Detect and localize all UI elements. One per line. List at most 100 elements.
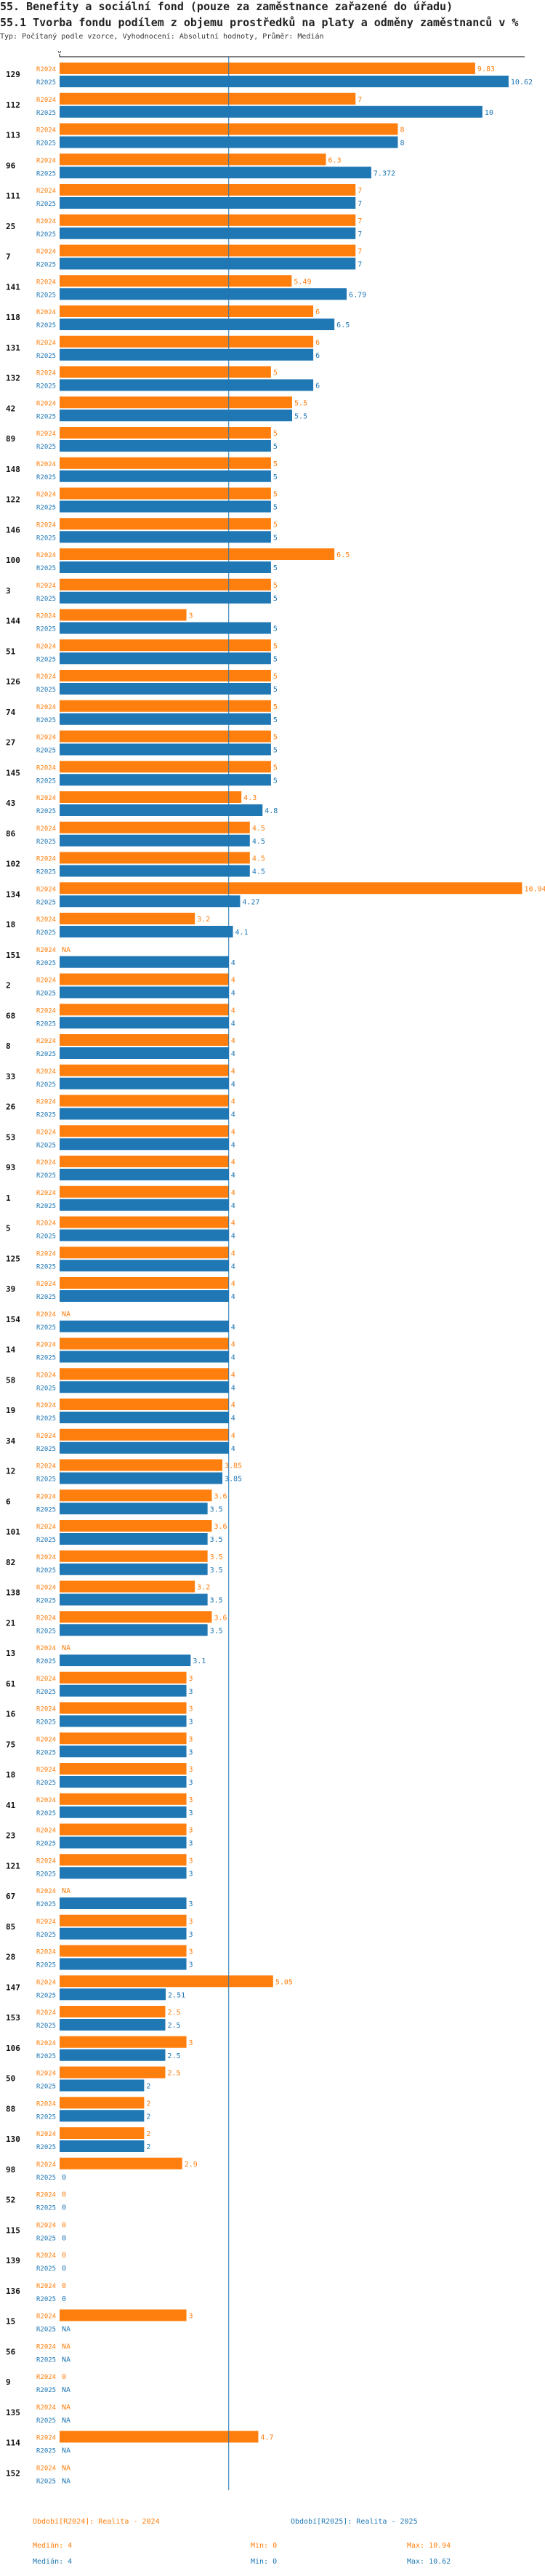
bar-r2025 [60, 1806, 187, 1818]
value-label-r2025: 3.5 [210, 1627, 223, 1635]
value-label-r2025: 4 [231, 1324, 235, 1332]
value-label-r2025: 5.5 [294, 412, 307, 420]
bar-r2025 [60, 319, 335, 330]
bar-r2025 [60, 1351, 229, 1363]
bar-r2024 [60, 1580, 195, 1593]
series-label-r2024: R2024 [36, 825, 56, 833]
series-label-r2025: R2025 [36, 839, 56, 846]
series-label-r2025: R2025 [36, 717, 56, 724]
category-label: 67 [6, 1892, 15, 1901]
value-label-r2024: 4 [231, 1098, 235, 1106]
value-label-r2025: 5 [273, 747, 278, 755]
bar-r2024 [60, 396, 292, 409]
series-label-r2024: R2024 [36, 1857, 56, 1865]
legend-r2024: Období[R2024]: Realita - 2024 [33, 2518, 160, 2526]
value-label-r2024: 5 [273, 521, 278, 529]
value-label-r2025: 4 [231, 1141, 235, 1149]
bar-r2025 [60, 1593, 208, 1606]
category-label: 25 [6, 222, 15, 231]
bar-r2025 [60, 895, 241, 908]
series-label-r2025: R2025 [36, 2235, 56, 2242]
series-label-r2025: R2025 [36, 1020, 56, 1028]
series-label-r2025: R2025 [36, 565, 56, 572]
value-label-r2025: 2.5 [167, 2052, 180, 2060]
series-label-r2024: R2024 [36, 1767, 56, 1774]
series-label-r2024: R2024 [36, 977, 56, 985]
series-label-r2024: R2024 [36, 1099, 56, 1106]
category-label: 43 [6, 799, 15, 808]
bar-r2025 [60, 288, 347, 300]
bar-r2024 [60, 1520, 212, 1532]
value-label-r2024: 4.5 [252, 855, 265, 863]
bar-r2024 [60, 670, 271, 681]
series-label-r2025: R2025 [36, 1871, 56, 1878]
bar-r2025 [60, 379, 314, 391]
series-label-r2024: R2024 [36, 1372, 56, 1379]
value-label-r2025: 6 [315, 352, 320, 360]
series-label-r2025: R2025 [36, 596, 56, 603]
bar-r2024 [60, 1793, 187, 1805]
bar-r2025 [60, 652, 271, 665]
value-label-r2025: 4 [231, 959, 235, 967]
value-label-r2024: 4 [231, 1128, 235, 1136]
series-label-r2024: R2024 [36, 2404, 56, 2412]
bar-r2024 [60, 1823, 187, 1836]
value-label-r2025: 5 [273, 504, 278, 512]
bar-r2025 [60, 834, 250, 847]
series-label-r2025: R2025 [36, 353, 56, 360]
bar-r2025 [60, 197, 356, 209]
bar-r2025 [60, 1715, 187, 1727]
series-label-r2024: R2024 [36, 916, 56, 924]
value-label-r2025: 2 [146, 2083, 150, 2091]
value-label-r2024: 3 [189, 1918, 193, 1926]
category-label: 152 [6, 2468, 20, 2478]
bar-r2024 [60, 1945, 187, 1957]
series-label-r2024: R2024 [36, 1585, 56, 1592]
bar-r2025 [60, 865, 250, 877]
series-label-r2024: R2024 [36, 492, 56, 499]
bar-r2025 [60, 1958, 187, 1970]
category-label: 118 [6, 313, 20, 322]
value-label-r2025: NA [62, 2477, 70, 2485]
series-label-r2025: R2025 [36, 1324, 56, 1332]
value-label-r2025: 3 [189, 1748, 193, 1756]
value-label-r2025: 5 [273, 564, 278, 572]
value-label-r2024: 4 [231, 1280, 235, 1288]
series-label-r2024: R2024 [36, 1524, 56, 1531]
value-label-r2024: 3 [189, 1675, 193, 1683]
category-label: 131 [6, 343, 20, 353]
value-label-r2024: NA [62, 1311, 70, 1319]
category-label: 42 [6, 404, 15, 413]
bar-r2024 [60, 457, 271, 469]
bar-r2025 [60, 409, 292, 422]
category-label: 129 [6, 70, 20, 79]
category-label: 122 [6, 495, 20, 505]
series-label-r2025: R2025 [36, 2175, 56, 2182]
series-label-r2024: R2024 [36, 947, 56, 954]
series-label-r2025: R2025 [36, 2296, 56, 2303]
bar-r2024 [60, 1247, 229, 1259]
bar-r2025 [60, 470, 271, 482]
category-label: 98 [6, 2165, 15, 2175]
series-label-r2024: R2024 [36, 1038, 56, 1045]
value-label-r2024: 3 [189, 612, 193, 620]
series-label-r2025: R2025 [36, 1689, 56, 1696]
series-label-r2024: R2024 [36, 1554, 56, 1561]
value-label-r2025: NA [62, 2447, 70, 2455]
value-label-r2025: 4 [231, 1293, 235, 1301]
bar-r2025 [60, 440, 271, 452]
category-label: 134 [6, 889, 20, 899]
value-label-r2025: 5 [273, 777, 278, 785]
series-label-r2025: R2025 [36, 474, 56, 481]
category-label: 5 [6, 1224, 11, 1233]
bar-r2024 [60, 1004, 229, 1016]
value-label-r2025: 10.62 [511, 79, 533, 87]
value-label-r2024: 0 [62, 2252, 66, 2260]
value-label-r2025: 4 [231, 1445, 235, 1453]
bar-r2025 [60, 1655, 191, 1666]
category-label: 101 [6, 1527, 20, 1537]
series-label-r2024: R2024 [36, 157, 56, 164]
value-label-r2025: 7 [358, 200, 362, 208]
series-label-r2025: R2025 [36, 383, 56, 391]
chart-title-line1: 55. Benefity a sociální fond (pouze za z… [0, 0, 453, 13]
